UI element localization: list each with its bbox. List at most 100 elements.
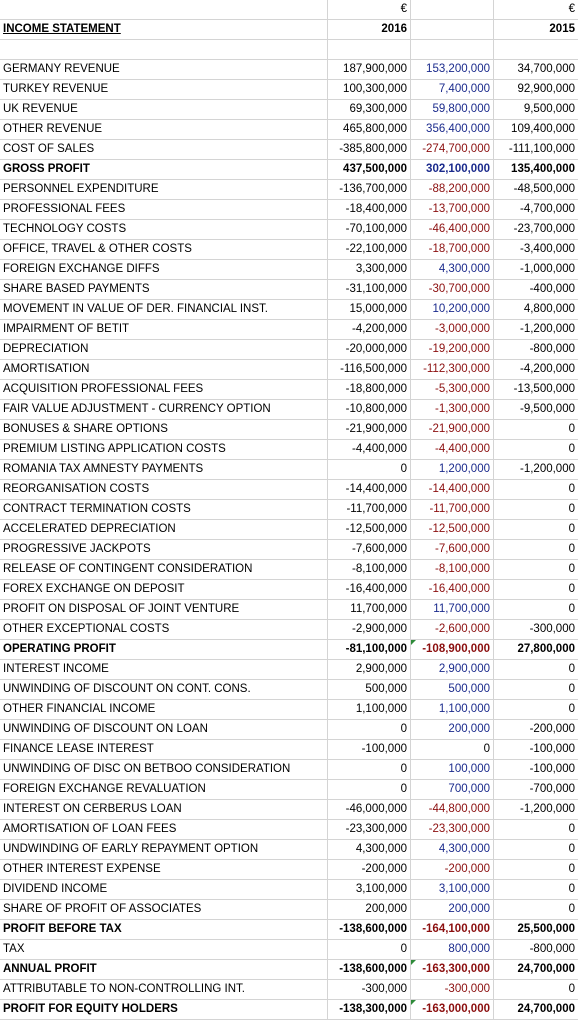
value-2016[interactable]: -4,400,000 xyxy=(328,440,411,459)
value-mid[interactable]: 153,200,000 xyxy=(411,60,494,79)
value-mid[interactable]: 11,700,000 xyxy=(411,600,494,619)
value-2016[interactable]: -100,000 xyxy=(328,740,411,759)
row-label[interactable]: UNWINDING OF DISCOUNT ON LOAN xyxy=(0,720,328,739)
row-label[interactable]: ATTRIBUTABLE TO NON-CONTROLLING INT. xyxy=(0,980,328,999)
row-label[interactable]: OTHER REVENUE xyxy=(0,120,328,139)
cell-blank[interactable] xyxy=(0,0,328,19)
value-2015[interactable]: 0 xyxy=(568,603,575,615)
value-2015[interactable]: -48,500,000 xyxy=(513,183,575,195)
currency-cell-mid[interactable] xyxy=(411,0,494,19)
value-2016[interactable]: 15,000,000 xyxy=(328,300,411,319)
value-2016[interactable]: 187,900,000 xyxy=(328,60,411,79)
row-label[interactable]: REORGANISATION COSTS xyxy=(0,480,328,499)
cell-blank[interactable] xyxy=(411,40,494,59)
row-label[interactable]: PROGRESSIVE JACKPOTS xyxy=(0,540,328,559)
row-label[interactable]: PERSONNEL EXPENDITURE xyxy=(0,180,328,199)
value-2015[interactable]: -23,700,000 xyxy=(513,223,575,235)
value-mid[interactable]: 302,100,000 xyxy=(411,160,494,179)
value-2015[interactable]: -4,200,000 xyxy=(520,363,575,375)
value-2016[interactable]: 1,100,000 xyxy=(328,700,411,719)
value-2015[interactable]: 24,700,000 xyxy=(517,963,575,975)
row-label[interactable]: COST OF SALES xyxy=(0,140,328,159)
value-mid[interactable]: 200,000 xyxy=(411,720,494,739)
value-2015[interactable]: 0 xyxy=(568,663,575,675)
value-mid[interactable]: 1,200,000 xyxy=(411,460,494,479)
row-label[interactable]: OTHER EXCEPTIONAL COSTS xyxy=(0,620,328,639)
value-2016[interactable]: 200,000 xyxy=(328,900,411,919)
value-mid[interactable]: 4,300,000 xyxy=(411,840,494,859)
value-mid[interactable]: -200,000 xyxy=(411,860,494,879)
value-mid[interactable]: -164,100,000 xyxy=(411,920,494,939)
value-2016[interactable]: -31,100,000 xyxy=(328,280,411,299)
value-2016[interactable]: -138,600,000 xyxy=(328,960,411,979)
value-mid[interactable]: -300,000 xyxy=(411,980,494,999)
cell-blank[interactable] xyxy=(0,40,328,59)
row-label[interactable]: UNWINDING OF DISCOUNT ON CONT. CONS. xyxy=(0,680,328,699)
value-2016[interactable]: -300,000 xyxy=(328,980,411,999)
value-2016[interactable]: -10,800,000 xyxy=(328,400,411,419)
row-label[interactable]: UNDWINDING OF EARLY REPAYMENT OPTION xyxy=(0,840,328,859)
value-2016[interactable]: 4,300,000 xyxy=(328,840,411,859)
row-label[interactable]: FAIR VALUE ADJUSTMENT - CURRENCY OPTION xyxy=(0,400,328,419)
value-mid[interactable]: -4,400,000 xyxy=(411,440,494,459)
value-2016[interactable]: 0 xyxy=(328,760,411,779)
value-2015[interactable]: 0 xyxy=(568,543,575,555)
value-2016[interactable]: 500,000 xyxy=(328,680,411,699)
value-2015[interactable]: -13,500,000 xyxy=(513,383,575,395)
value-mid[interactable]: 800,000 xyxy=(411,940,494,959)
value-2016[interactable]: -23,300,000 xyxy=(328,820,411,839)
value-mid[interactable]: -14,400,000 xyxy=(411,480,494,499)
row-label[interactable]: AMORTISATION OF LOAN FEES xyxy=(0,820,328,839)
value-2015[interactable]: 0 xyxy=(568,983,575,995)
value-mid[interactable]: -7,600,000 xyxy=(411,540,494,559)
cell-blank[interactable] xyxy=(328,40,411,59)
value-2015[interactable]: -1,200,000 xyxy=(520,323,575,335)
row-label[interactable]: FOREIGN EXCHANGE REVALUATION xyxy=(0,780,328,799)
value-2015[interactable]: -200,000 xyxy=(529,723,575,735)
value-2016[interactable]: -116,500,000 xyxy=(328,360,411,379)
value-2015[interactable]: 0 xyxy=(568,823,575,835)
value-mid[interactable]: -18,700,000 xyxy=(411,240,494,259)
year-header-2015[interactable]: 2015 xyxy=(549,23,575,35)
row-label[interactable]: ANNUAL PROFIT xyxy=(0,960,328,979)
value-mid[interactable]: -274,700,000 xyxy=(411,140,494,159)
value-2016[interactable]: -8,100,000 xyxy=(328,560,411,579)
row-label[interactable]: SHARE BASED PAYMENTS xyxy=(0,280,328,299)
row-label[interactable]: CONTRACT TERMINATION COSTS xyxy=(0,500,328,519)
row-label[interactable]: GERMANY REVENUE xyxy=(0,60,328,79)
value-mid[interactable]: 1,100,000 xyxy=(411,700,494,719)
value-mid[interactable]: 4,300,000 xyxy=(411,260,494,279)
value-mid[interactable]: -23,300,000 xyxy=(411,820,494,839)
row-label[interactable]: GROSS PROFIT xyxy=(0,160,328,179)
value-2016[interactable]: -138,600,000 xyxy=(328,920,411,939)
value-2016[interactable]: 11,700,000 xyxy=(328,600,411,619)
row-label[interactable]: MOVEMENT IN VALUE OF DER. FINANCIAL INST… xyxy=(0,300,328,319)
value-2016[interactable]: 437,500,000 xyxy=(328,160,411,179)
value-2015[interactable]: -1,200,000 xyxy=(520,803,575,815)
value-mid[interactable]: 2,900,000 xyxy=(411,660,494,679)
row-label[interactable]: FINANCE LEASE INTEREST xyxy=(0,740,328,759)
value-mid[interactable]: 500,000 xyxy=(411,680,494,699)
value-2015[interactable]: -4,700,000 xyxy=(520,203,575,215)
row-label[interactable]: OFFICE, TRAVEL & OTHER COSTS xyxy=(0,240,328,259)
row-label[interactable]: TECHNOLOGY COSTS xyxy=(0,220,328,239)
value-2015[interactable]: -300,000 xyxy=(529,623,575,635)
value-2015[interactable]: 109,400,000 xyxy=(511,123,575,135)
value-2016[interactable]: -70,100,000 xyxy=(328,220,411,239)
value-2015[interactable]: -800,000 xyxy=(529,943,575,955)
value-2015[interactable]: 24,700,000 xyxy=(517,1003,575,1015)
value-2015[interactable]: 135,400,000 xyxy=(511,163,575,175)
row-label[interactable]: FOREX EXCHANGE ON DEPOSIT xyxy=(0,580,328,599)
value-2016[interactable]: -12,500,000 xyxy=(328,520,411,539)
value-mid[interactable]: 7,400,000 xyxy=(411,80,494,99)
value-2015[interactable]: 25,500,000 xyxy=(517,923,575,935)
value-mid[interactable]: -30,700,000 xyxy=(411,280,494,299)
value-mid[interactable]: -13,700,000 xyxy=(411,200,494,219)
value-mid[interactable]: -8,100,000 xyxy=(411,560,494,579)
row-label[interactable]: ACCELERATED DEPRECIATION xyxy=(0,520,328,539)
value-2015[interactable]: 0 xyxy=(568,423,575,435)
row-label[interactable]: PROFIT FOR EQUITY HOLDERS xyxy=(0,1000,328,1019)
row-label[interactable]: DIVIDEND INCOME xyxy=(0,880,328,899)
currency-cell-2016[interactable]: € xyxy=(328,0,411,19)
value-2016[interactable]: -16,400,000 xyxy=(328,580,411,599)
